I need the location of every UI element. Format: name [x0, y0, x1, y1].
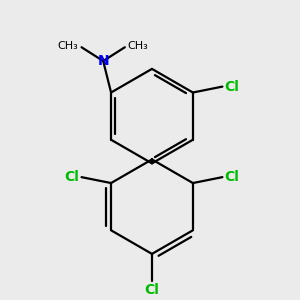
Text: Cl: Cl — [224, 80, 239, 94]
Text: N: N — [98, 54, 109, 68]
Text: CH₃: CH₃ — [128, 41, 148, 51]
Text: CH₃: CH₃ — [58, 41, 79, 51]
Text: Cl: Cl — [65, 170, 80, 184]
Text: Cl: Cl — [145, 284, 159, 297]
Text: Cl: Cl — [224, 170, 239, 184]
